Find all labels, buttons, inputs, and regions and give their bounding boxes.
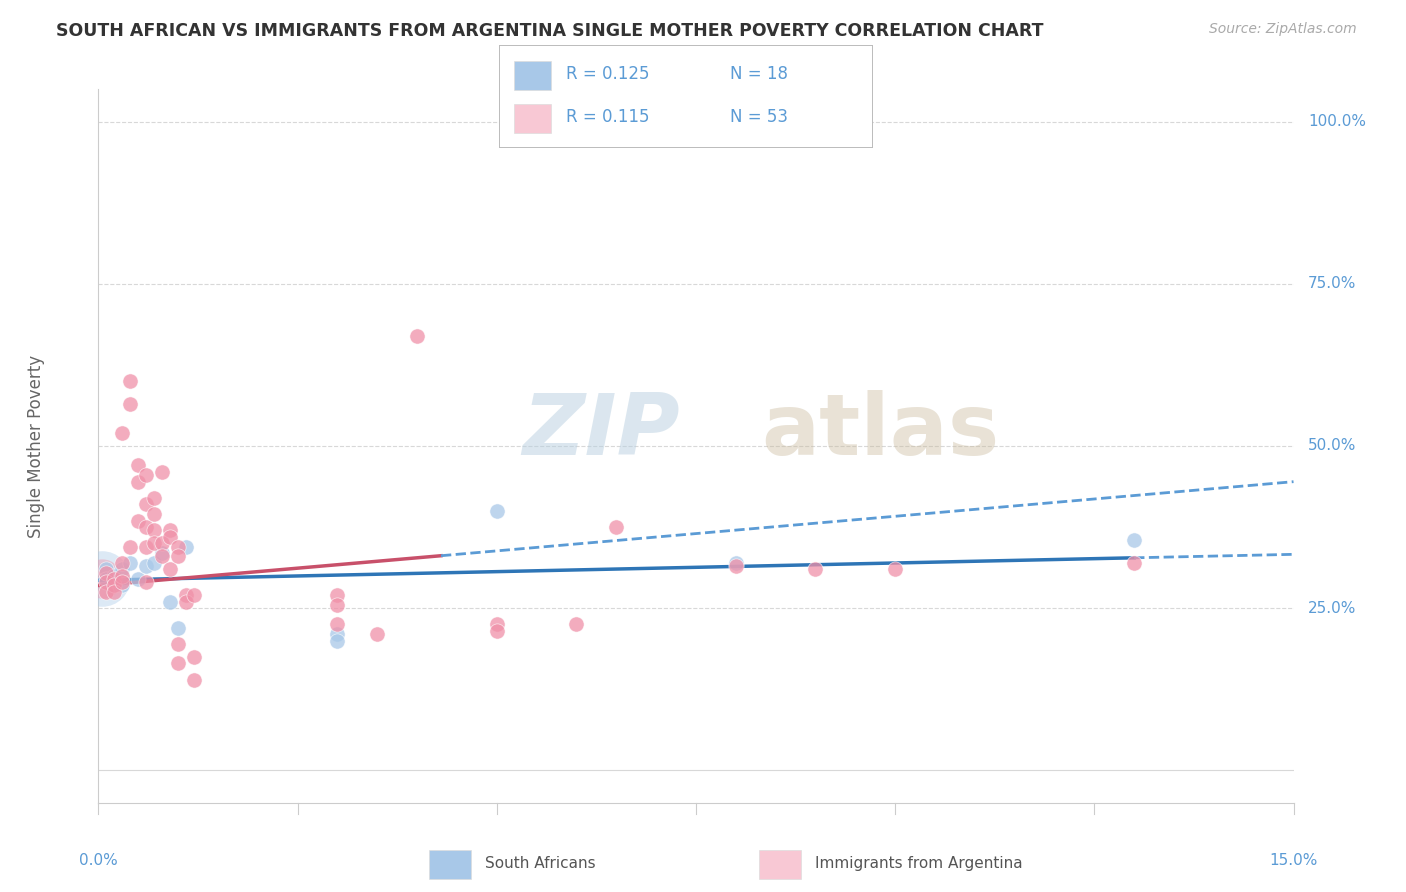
- Text: 15.0%: 15.0%: [1270, 853, 1317, 868]
- Point: [135, 559, 157, 574]
- Point: [326, 627, 349, 641]
- Point: [103, 572, 125, 586]
- Point: [183, 649, 205, 664]
- Point: [366, 627, 388, 641]
- Point: [150, 549, 173, 564]
- Point: [120, 540, 142, 554]
- Point: [1123, 556, 1146, 570]
- Point: [167, 637, 190, 651]
- Point: [111, 568, 134, 582]
- Point: [103, 585, 125, 599]
- Point: [174, 540, 197, 554]
- Point: [143, 507, 166, 521]
- Text: 100.0%: 100.0%: [1308, 114, 1365, 129]
- Point: [485, 504, 508, 518]
- Text: ZIP: ZIP: [523, 390, 681, 474]
- Point: [111, 575, 134, 590]
- Point: [724, 556, 747, 570]
- Point: [135, 520, 157, 534]
- Point: [485, 617, 508, 632]
- Point: [406, 328, 429, 343]
- Point: [326, 617, 349, 632]
- Point: [143, 556, 166, 570]
- Point: [183, 588, 205, 602]
- Point: [150, 546, 173, 560]
- Point: [167, 621, 190, 635]
- Point: [150, 465, 173, 479]
- Bar: [515, 104, 551, 133]
- Point: [159, 595, 181, 609]
- Point: [724, 559, 747, 574]
- Text: atlas: atlas: [762, 390, 1000, 474]
- Point: [96, 572, 118, 586]
- Point: [135, 497, 157, 511]
- Point: [127, 458, 149, 473]
- Point: [111, 578, 134, 592]
- Point: [120, 397, 142, 411]
- Point: [103, 578, 125, 592]
- Point: [167, 657, 190, 671]
- Point: [111, 556, 134, 570]
- Point: [143, 491, 166, 505]
- Point: [143, 536, 166, 550]
- Point: [183, 673, 205, 687]
- Text: N = 18: N = 18: [730, 65, 789, 83]
- Text: Single Mother Poverty: Single Mother Poverty: [27, 354, 45, 538]
- Point: [135, 468, 157, 483]
- Point: [326, 633, 349, 648]
- Point: [111, 562, 134, 576]
- Point: [167, 540, 190, 554]
- Point: [120, 374, 142, 388]
- Point: [96, 566, 118, 580]
- Point: [120, 556, 142, 570]
- Point: [565, 617, 588, 632]
- Text: R = 0.115: R = 0.115: [567, 109, 650, 127]
- Text: South Africans: South Africans: [485, 855, 596, 871]
- Point: [96, 575, 118, 590]
- Point: [91, 572, 114, 586]
- Point: [150, 536, 173, 550]
- Point: [174, 588, 197, 602]
- Point: [143, 524, 166, 538]
- Text: 50.0%: 50.0%: [1308, 439, 1357, 453]
- Point: [91, 572, 114, 586]
- Text: 75.0%: 75.0%: [1308, 277, 1357, 292]
- Point: [884, 562, 907, 576]
- Point: [159, 562, 181, 576]
- Point: [605, 520, 627, 534]
- Point: [127, 514, 149, 528]
- Point: [111, 425, 134, 440]
- Point: [167, 549, 190, 564]
- Point: [174, 595, 197, 609]
- Bar: [429, 850, 471, 879]
- Point: [1123, 533, 1146, 547]
- Point: [159, 530, 181, 544]
- Bar: [515, 61, 551, 90]
- Text: Source: ZipAtlas.com: Source: ZipAtlas.com: [1209, 22, 1357, 37]
- Point: [159, 524, 181, 538]
- Text: Immigrants from Argentina: Immigrants from Argentina: [815, 855, 1024, 871]
- Point: [127, 572, 149, 586]
- Point: [804, 562, 827, 576]
- Text: N = 53: N = 53: [730, 109, 789, 127]
- Text: 0.0%: 0.0%: [79, 853, 118, 868]
- Point: [485, 624, 508, 638]
- Point: [96, 562, 118, 576]
- Text: 25.0%: 25.0%: [1308, 600, 1357, 615]
- Point: [103, 568, 125, 582]
- Point: [326, 588, 349, 602]
- Bar: [759, 850, 801, 879]
- Point: [135, 575, 157, 590]
- Point: [326, 598, 349, 612]
- Point: [127, 475, 149, 489]
- Point: [96, 585, 118, 599]
- Point: [135, 540, 157, 554]
- Text: SOUTH AFRICAN VS IMMIGRANTS FROM ARGENTINA SINGLE MOTHER POVERTY CORRELATION CHA: SOUTH AFRICAN VS IMMIGRANTS FROM ARGENTI…: [56, 22, 1043, 40]
- Text: R = 0.125: R = 0.125: [567, 65, 650, 83]
